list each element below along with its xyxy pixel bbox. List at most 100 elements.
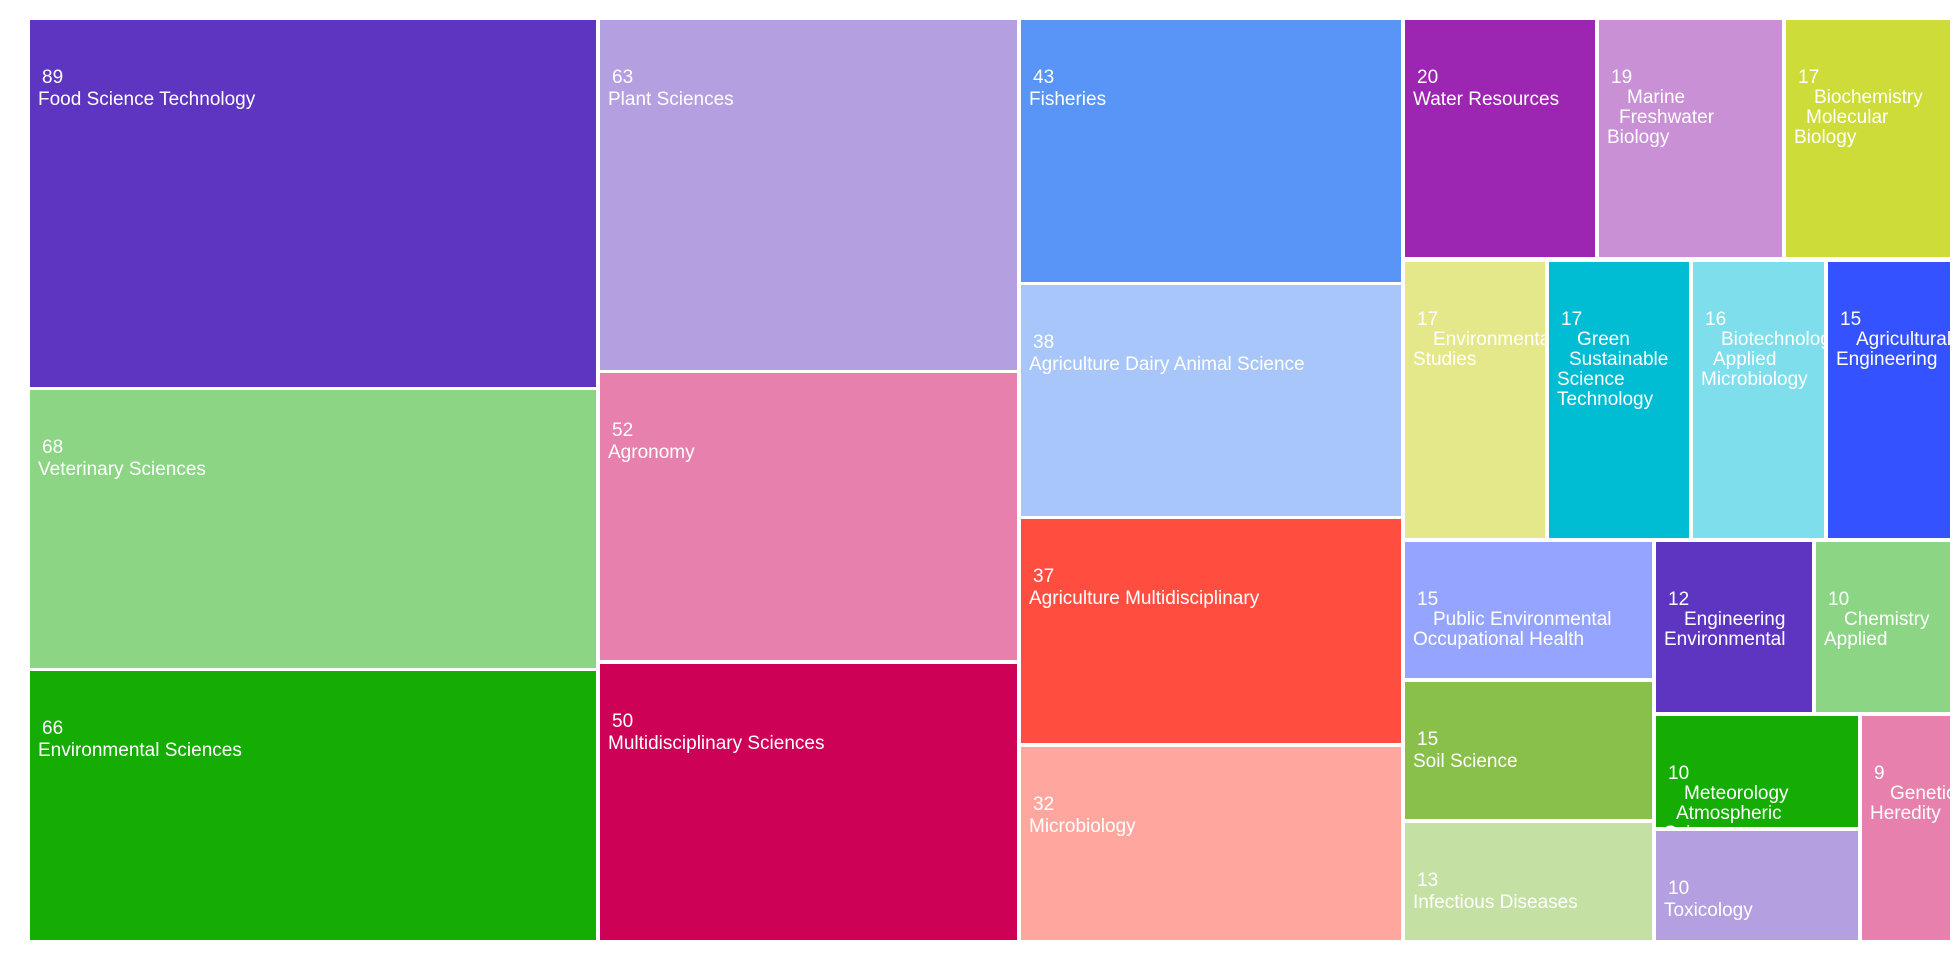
treemap-tile: 50 Multidisciplinary Sciences xyxy=(600,664,1017,940)
tile-value: 38 xyxy=(1033,332,1055,353)
tile-label-line: Microbiology xyxy=(1701,369,1808,390)
treemap-tile: 20 Water Resources xyxy=(1405,20,1595,257)
treemap-tile: 17 Biochemistry Molecular Biology xyxy=(1786,20,1950,257)
treemap-tile: 37 Agriculture Multidisciplinary xyxy=(1021,519,1401,743)
tile-label-line: Green xyxy=(1577,329,1630,350)
tile-value: 15 xyxy=(1417,729,1439,750)
tile-value: 32 xyxy=(1033,794,1055,815)
tile-label: Biochemistry Molecular Biology xyxy=(1794,88,1923,148)
tile-value: 9 xyxy=(1874,763,1885,784)
tile-label: Engineering Environmental xyxy=(1664,610,1785,650)
treemap-tile: 10 Chemistry Applied xyxy=(1816,542,1950,712)
treemap: 89 Food Science Technology 68 Veterinary Sc… xyxy=(30,20,1950,940)
tile-value: 10 xyxy=(1668,763,1690,784)
tile-label: Microbiology xyxy=(1029,816,1136,837)
tile-label: Fisheries xyxy=(1029,89,1107,110)
treemap-tile: 63 Plant Sciences xyxy=(600,20,1017,370)
tile-label-line: Environmental xyxy=(1433,329,1545,350)
tile-label-line: Chemistry xyxy=(1844,609,1930,630)
tile-label-line: Applied xyxy=(1713,349,1777,370)
tile-value: 16 xyxy=(1705,309,1727,330)
tile-label: MeteorologyAtmosphericSciences xyxy=(1664,783,1789,828)
tile-label: Plant Sciences xyxy=(608,89,734,110)
treemap-tile: 32 Microbiology xyxy=(1021,747,1401,940)
tile-label: Agronomy xyxy=(608,442,695,463)
tile-label-line: Technology xyxy=(1557,389,1654,410)
tile-label-line: Molecular xyxy=(1806,107,1889,128)
tile-label-line: Biology xyxy=(1607,127,1670,148)
tile-label: Agriculture Dairy Animal Science xyxy=(1029,354,1305,375)
tile-value: 17 xyxy=(1798,67,1820,88)
tile-label: Environmental Sciences xyxy=(38,740,242,761)
tile-label-line: Science xyxy=(1557,369,1625,390)
tile-label-line: Biochemistry xyxy=(1814,87,1923,108)
tile-value: 15 xyxy=(1840,309,1862,330)
treemap-tile: 17 Green Sustainable Science Technology xyxy=(1549,262,1689,538)
treemap-tile: 52 Agronomy xyxy=(600,373,1017,660)
tile-value: 43 xyxy=(1033,67,1055,88)
tile-label: Agriculture Multidisciplinary xyxy=(1029,588,1260,609)
tile-label: Water Resources xyxy=(1413,89,1560,110)
treemap-tile: 15 Soil Science xyxy=(1405,682,1652,819)
tile-label: Green Sustainable Science Technology xyxy=(1557,330,1668,410)
tile-value: 10 xyxy=(1828,589,1850,610)
tile-value: 63 xyxy=(612,67,634,88)
treemap-tile: 19 Marine Freshwater Biology xyxy=(1599,20,1782,257)
treemap-tile: 17 Environmental Studies xyxy=(1405,262,1545,538)
tile-label-line: Engineering xyxy=(1836,349,1938,370)
tile-label-line: Biology xyxy=(1794,127,1857,148)
tile-label-line: Sustainable xyxy=(1569,349,1669,370)
tile-label-line: Sciences xyxy=(1664,824,1789,828)
tile-label: Infectious Diseases xyxy=(1413,892,1578,913)
tile-label: Toxicology xyxy=(1664,900,1753,921)
tile-label-line: Genetics xyxy=(1890,783,1950,804)
tile-label: Marine Freshwater Biology xyxy=(1607,88,1714,148)
tile-label: GeneticsHeredity xyxy=(1870,784,1950,824)
tile-value: 52 xyxy=(612,420,634,441)
tile-value: 50 xyxy=(612,711,634,732)
tile-label-line: Atmospheric xyxy=(1676,803,1782,824)
tile-value: 17 xyxy=(1417,309,1439,330)
treemap-tile: 10 Toxicology xyxy=(1656,831,1858,940)
tile-label-line: Marine xyxy=(1627,87,1686,108)
tile-value: 12 xyxy=(1668,589,1690,610)
tile-value: 10 xyxy=(1668,878,1690,899)
tile-value: 66 xyxy=(42,718,64,739)
tile-label-line: Applied xyxy=(1824,629,1888,650)
tile-label-line: Agricultural xyxy=(1856,329,1950,350)
tile-label: Veterinary Sciences xyxy=(38,459,206,480)
treemap-tile: 43 Fisheries xyxy=(1021,20,1401,282)
tile-label: Food Science Technology xyxy=(38,89,256,110)
tile-label-line: Meteorology xyxy=(1684,783,1789,804)
tile-label: Chemistry Applied xyxy=(1824,610,1930,650)
treemap-tile: 66 Environmental Sciences xyxy=(30,671,596,940)
tile-label: Agricultural Engineering xyxy=(1836,330,1950,370)
treemap-tile: 68 Veterinary Sciences xyxy=(30,390,596,668)
treemap-tile: 9GeneticsHeredity xyxy=(1862,716,1950,940)
tile-value: 15 xyxy=(1417,589,1439,610)
tile-label-line: Studies xyxy=(1413,349,1477,370)
tile-label-line: Occupational Health xyxy=(1413,629,1585,650)
tile-value: 17 xyxy=(1561,309,1583,330)
treemap-tile: 16BiotechnologyAppliedMicrobiology xyxy=(1693,262,1824,538)
tile-label: Multidisciplinary Sciences xyxy=(608,733,825,754)
tile-value: 37 xyxy=(1033,566,1055,587)
tile-label-line: Biotechnology xyxy=(1721,329,1824,350)
tile-value: 68 xyxy=(42,437,64,458)
tile-value: 19 xyxy=(1611,67,1633,88)
tile-label-line: Environmental xyxy=(1664,629,1786,650)
treemap-tile: 12 Engineering Environmental xyxy=(1656,542,1812,712)
tile-value: 20 xyxy=(1417,67,1439,88)
tile-label-line: Freshwater xyxy=(1619,107,1715,128)
treemap-tile: 10MeteorologyAtmosphericSciences xyxy=(1656,716,1858,827)
tile-value: 89 xyxy=(42,67,64,88)
tile-label-line: Engineering xyxy=(1684,609,1786,630)
tile-label-line: Public Environmental xyxy=(1433,609,1612,630)
treemap-tile: 15 Public Environmental Occupational Healt… xyxy=(1405,542,1652,678)
treemap-tile: 15 Agricultural Engineering xyxy=(1828,262,1950,538)
treemap-tile: 13 Infectious Diseases xyxy=(1405,823,1652,940)
treemap-tile: 89 Food Science Technology xyxy=(30,20,596,387)
tile-label-line: Heredity xyxy=(1870,803,1941,824)
tile-value: 13 xyxy=(1417,870,1439,891)
treemap-tile: 38 Agriculture Dairy Animal Science xyxy=(1021,285,1401,516)
